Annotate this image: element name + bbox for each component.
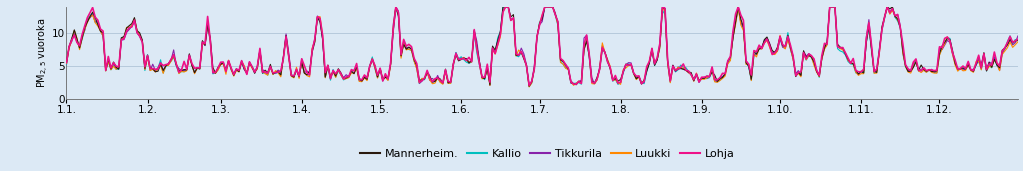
- Tikkurila: [881, 6, 893, 8]
- Line: Kallio: Kallio: [66, 7, 1018, 87]
- Kallio: [390, 6, 402, 8]
- Lohja: [1012, 38, 1023, 40]
- Kallio: [60, 63, 73, 65]
- Line: Tikkurila: Tikkurila: [66, 7, 1018, 86]
- Kallio: [523, 86, 535, 88]
- Line: Mannerheim.: Mannerheim.: [66, 7, 1018, 86]
- Kallio: [262, 74, 274, 76]
- Lohja: [447, 63, 459, 65]
- Kallio: [973, 60, 985, 62]
- Luukki: [442, 82, 454, 84]
- Tikkurila: [390, 6, 402, 8]
- Line: Lohja: Lohja: [66, 7, 1018, 85]
- Tikkurila: [321, 65, 333, 67]
- Kallio: [881, 6, 893, 8]
- Tikkurila: [60, 63, 73, 65]
- Luukki: [262, 74, 274, 76]
- Lohja: [390, 6, 402, 8]
- Luukki: [60, 62, 73, 64]
- Mannerheim.: [390, 6, 402, 8]
- Tikkurila: [442, 81, 454, 83]
- Y-axis label: PM$_{2,5}$ vuoroka: PM$_{2,5}$ vuoroka: [36, 18, 50, 88]
- Mannerheim.: [973, 56, 985, 58]
- Luukki: [390, 6, 402, 8]
- Kallio: [321, 65, 333, 67]
- Tikkurila: [523, 84, 535, 87]
- Luukki: [523, 86, 535, 88]
- Luukki: [321, 65, 333, 67]
- Mannerheim.: [881, 6, 893, 8]
- Lohja: [523, 84, 535, 86]
- Mannerheim.: [262, 72, 274, 74]
- Lohja: [262, 72, 274, 74]
- Mannerheim.: [321, 64, 333, 66]
- Line: Luukki: Luukki: [66, 7, 1018, 87]
- Mannerheim.: [447, 63, 459, 65]
- Mannerheim.: [1012, 39, 1023, 41]
- Luukki: [973, 60, 985, 62]
- Kallio: [447, 65, 459, 67]
- Mannerheim.: [523, 85, 535, 87]
- Tikkurila: [973, 59, 985, 61]
- Lohja: [60, 61, 73, 63]
- Kallio: [442, 82, 454, 84]
- Legend: Mannerheim., Kallio, Tikkurila, Luukki, Lohja: Mannerheim., Kallio, Tikkurila, Luukki, …: [356, 145, 739, 164]
- Tikkurila: [447, 63, 459, 65]
- Lohja: [321, 64, 333, 66]
- Mannerheim.: [60, 61, 73, 63]
- Luukki: [881, 6, 893, 8]
- Lohja: [881, 6, 893, 8]
- Kallio: [1012, 40, 1023, 42]
- Lohja: [442, 80, 454, 82]
- Tikkurila: [1012, 35, 1023, 37]
- Luukki: [1012, 41, 1023, 43]
- Luukki: [447, 64, 459, 66]
- Lohja: [973, 54, 985, 56]
- Mannerheim.: [442, 82, 454, 84]
- Tikkurila: [262, 72, 274, 74]
